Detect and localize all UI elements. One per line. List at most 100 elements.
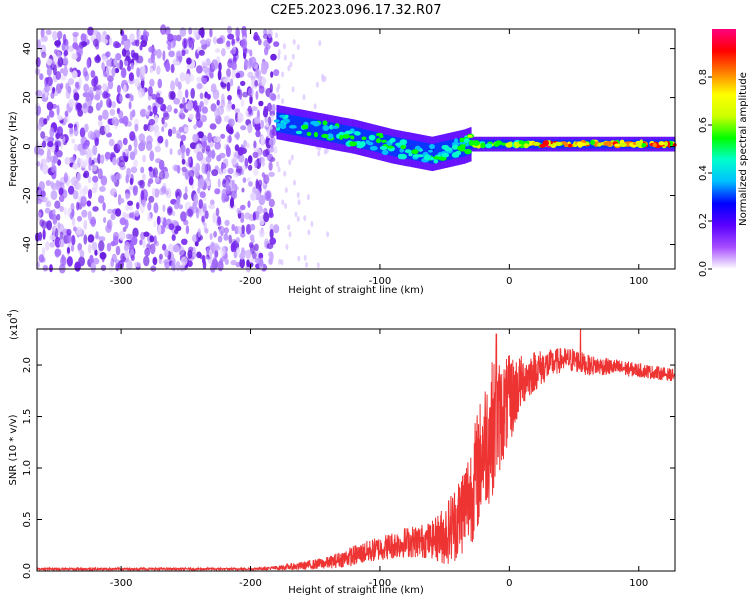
- signal-blob: [381, 139, 387, 143]
- noise-speckle: [223, 78, 228, 84]
- signal-body: [434, 143, 437, 163]
- noise-speckle: [98, 195, 105, 204]
- noise-speckle: [230, 49, 236, 55]
- noise-speckle: [180, 134, 187, 141]
- noise-speckle: [114, 67, 120, 74]
- signal-body: [320, 120, 323, 141]
- noise-speckle: [46, 101, 54, 111]
- noise-speckle: [203, 222, 207, 233]
- signal-body: [336, 123, 339, 144]
- signal-blob: [342, 134, 350, 139]
- noise-speckle-faint: [305, 261, 309, 268]
- signal-body: [394, 137, 396, 157]
- noise-speckle: [238, 154, 245, 163]
- signal-blob: [360, 141, 366, 147]
- noise-speckle: [187, 249, 193, 259]
- noise-speckle: [254, 68, 262, 79]
- noise-speckle: [94, 249, 98, 256]
- noise-speckle: [142, 173, 146, 181]
- noise-speckle: [100, 175, 108, 186]
- signal-blob: [640, 143, 647, 148]
- noise-speckle: [225, 179, 230, 190]
- noise-speckle: [217, 216, 222, 226]
- noise-speckle: [149, 78, 155, 87]
- noise-speckle: [118, 117, 125, 124]
- spectrogram-signal-track: [273, 104, 677, 172]
- noise-speckle: [156, 48, 162, 59]
- noise-speckle: [74, 261, 81, 272]
- noise-speckle: [80, 161, 87, 169]
- signal-body: [366, 130, 369, 150]
- noise-speckle: [148, 118, 156, 126]
- noise-speckle: [152, 167, 158, 178]
- noise-speckle: [76, 46, 84, 58]
- noise-speckle: [163, 112, 170, 120]
- noise-speckle: [177, 148, 182, 156]
- noise-speckle: [37, 122, 42, 131]
- noise-speckle: [95, 102, 101, 111]
- noise-speckle: [167, 128, 173, 137]
- noise-speckle: [195, 208, 200, 219]
- noise-speckle: [226, 81, 231, 92]
- signal-body: [357, 127, 359, 148]
- noise-speckle-faint: [288, 231, 292, 238]
- noise-speckle: [267, 28, 273, 39]
- signal-body: [289, 114, 292, 135]
- signal-blob: [467, 134, 473, 138]
- noise-speckle: [110, 213, 116, 220]
- noise-speckle: [62, 33, 67, 45]
- noise-speckle-faint: [306, 194, 310, 201]
- noise-speckle: [180, 211, 187, 222]
- noise-speckle: [213, 136, 220, 143]
- noise-speckle: [99, 252, 107, 260]
- noise-speckle: [99, 186, 106, 192]
- signal-blob: [289, 124, 297, 129]
- noise-speckle: [158, 170, 166, 180]
- noise-speckle: [180, 107, 184, 117]
- signal-body: [379, 133, 382, 154]
- signal-body: [313, 119, 316, 139]
- signal-body: [322, 120, 324, 141]
- noise-speckle: [157, 135, 164, 144]
- noise-speckle: [40, 28, 45, 38]
- noise-speckle: [80, 33, 87, 43]
- noise-speckle: [198, 49, 205, 56]
- noise-speckle: [231, 69, 236, 80]
- signal-body: [278, 112, 281, 133]
- signal-body: [326, 121, 328, 142]
- noise-speckle: [73, 226, 77, 232]
- noise-speckle: [86, 200, 92, 207]
- noise-speckle: [145, 140, 153, 151]
- signal-blob: [441, 153, 450, 158]
- signal-body: [287, 114, 290, 134]
- noise-speckle: [208, 204, 215, 210]
- signal-blob: [532, 141, 541, 146]
- noise-speckle: [245, 110, 249, 117]
- noise-speckle: [253, 168, 259, 176]
- noise-speckle: [176, 133, 182, 139]
- noise-speckle: [220, 246, 226, 257]
- noise-speckle: [178, 246, 185, 256]
- noise-speckle: [201, 60, 207, 67]
- noise-speckle: [259, 257, 263, 267]
- noise-speckle: [215, 207, 220, 217]
- signal-blob: [604, 141, 613, 146]
- noise-speckle: [42, 158, 47, 168]
- noise-speckle: [154, 114, 159, 124]
- noise-speckle: [130, 166, 138, 174]
- noise-speckle: [241, 224, 245, 234]
- noise-speckle: [206, 170, 211, 180]
- noise-speckle: [247, 71, 254, 79]
- noise-speckle: [41, 140, 47, 148]
- signal-body: [383, 134, 385, 154]
- noise-speckle: [149, 235, 155, 243]
- signal-body: [299, 116, 301, 137]
- noise-speckle: [240, 232, 246, 238]
- noise-speckle: [81, 41, 88, 47]
- signal-blob: [349, 141, 357, 147]
- noise-speckle: [67, 123, 74, 129]
- noise-speckle: [214, 249, 219, 258]
- noise-speckle: [168, 90, 173, 100]
- noise-speckle-faint: [303, 254, 307, 261]
- noise-speckle: [207, 180, 211, 187]
